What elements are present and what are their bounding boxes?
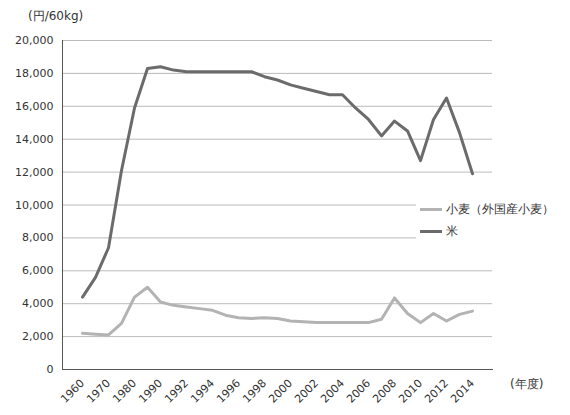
svg-text:2012: 2012 — [422, 377, 451, 406]
svg-text:2000: 2000 — [266, 377, 295, 406]
svg-text:2008: 2008 — [370, 377, 399, 406]
svg-text:10,000: 10,000 — [15, 199, 54, 212]
svg-text:12,000: 12,000 — [15, 166, 54, 179]
html-text:(円/60kg): (円/60kg) — [28, 9, 84, 23]
svg-text:1998: 1998 — [240, 377, 269, 406]
svg-text:4,000: 4,000 — [22, 297, 54, 310]
svg-text:1990: 1990 — [136, 377, 165, 406]
svg-text:2014: 2014 — [448, 377, 477, 406]
svg-text:16,000: 16,000 — [15, 100, 54, 113]
svg-text:2,000: 2,000 — [22, 330, 54, 343]
html-text:小麦（外国産小麦）: 小麦（外国産小麦） — [446, 201, 554, 216]
svg-text:1970: 1970 — [84, 377, 113, 406]
svg-text:1980: 1980 — [110, 377, 139, 406]
svg-text:1992: 1992 — [162, 377, 191, 406]
svg-text:1960: 1960 — [58, 377, 87, 406]
svg-text:6,000: 6,000 — [22, 264, 54, 277]
svg-text:1996: 1996 — [214, 377, 243, 406]
svg-text:20,000: 20,000 — [15, 34, 54, 47]
html-text:米: 米 — [446, 223, 458, 238]
svg-text:1994: 1994 — [188, 377, 217, 406]
html-text:(年度): (年度) — [510, 377, 544, 391]
svg-text:14,000: 14,000 — [15, 133, 54, 146]
svg-text:18,000: 18,000 — [15, 67, 54, 80]
svg-text:0: 0 — [47, 363, 54, 376]
svg-text:2006: 2006 — [344, 377, 373, 406]
svg-text:2010: 2010 — [396, 377, 425, 406]
svg-text:8,000: 8,000 — [22, 231, 54, 244]
svg-text:2004: 2004 — [318, 377, 347, 406]
svg-text:2002: 2002 — [292, 377, 321, 406]
